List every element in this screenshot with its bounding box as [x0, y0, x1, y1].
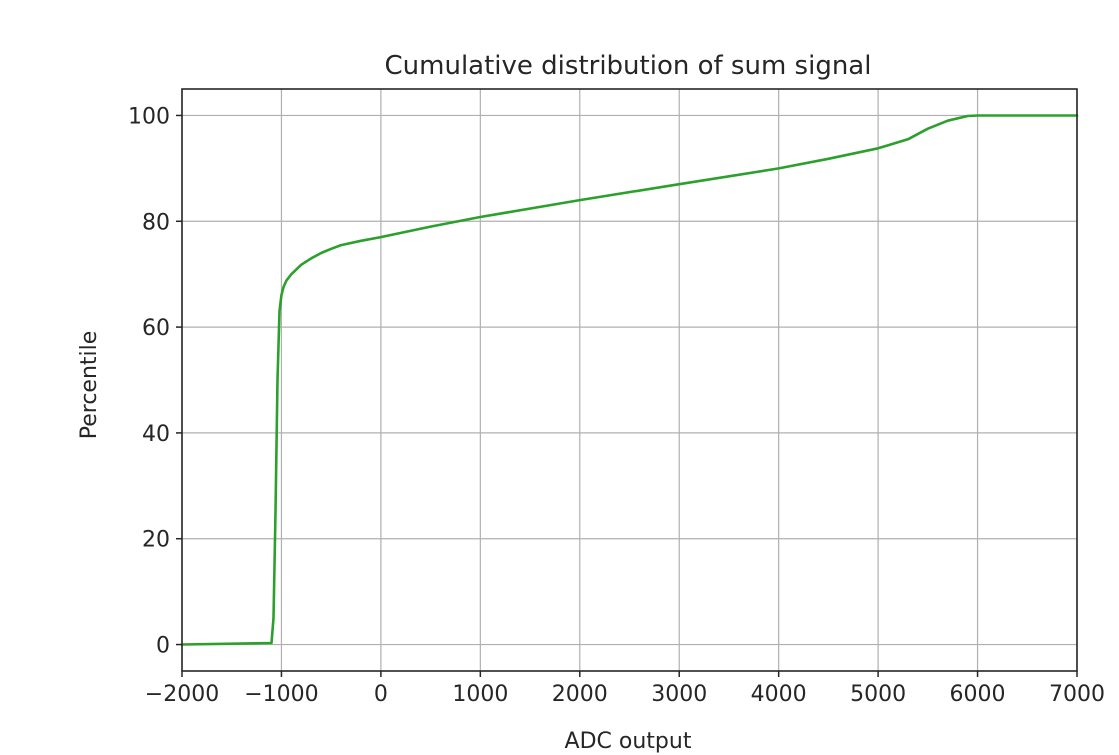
- x-tick-label: 6000: [950, 682, 1006, 707]
- x-tick-label: 1000: [452, 682, 508, 707]
- x-tick-label: −1000: [244, 682, 318, 707]
- y-tick-label: 100: [128, 104, 170, 129]
- y-tick-label: 60: [142, 316, 170, 341]
- y-axis-label: Percentile: [77, 331, 102, 440]
- y-tick-label: 20: [142, 528, 170, 553]
- x-tick-label: 5000: [850, 682, 906, 707]
- y-tick-label: 40: [142, 422, 170, 447]
- series-layer: [180, 114, 1079, 646]
- x-tick-label: 2000: [552, 682, 608, 707]
- plot-frame: [181, 88, 1078, 672]
- x-tick-label: 0: [374, 682, 388, 707]
- x-tick-label: 4000: [751, 682, 807, 707]
- tick-layer: −2000 −1000 0 1000 2000 3000 4000 5000 6000 7000 0…: [128, 104, 1105, 707]
- y-tick-label: 0: [156, 634, 170, 659]
- x-tick-label: 3000: [651, 682, 707, 707]
- chart-title: Cumulative distribution of sum signal: [385, 51, 872, 81]
- y-tick-label: 80: [142, 210, 170, 235]
- x-axis-label: ADC output: [565, 729, 692, 754]
- cdf-series-line: [180, 114, 1079, 646]
- x-tick-label: 7000: [1049, 682, 1105, 707]
- x-tick-label: −2000: [145, 682, 219, 707]
